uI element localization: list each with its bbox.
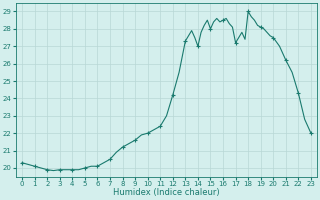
X-axis label: Humidex (Indice chaleur): Humidex (Indice chaleur) — [113, 188, 220, 197]
